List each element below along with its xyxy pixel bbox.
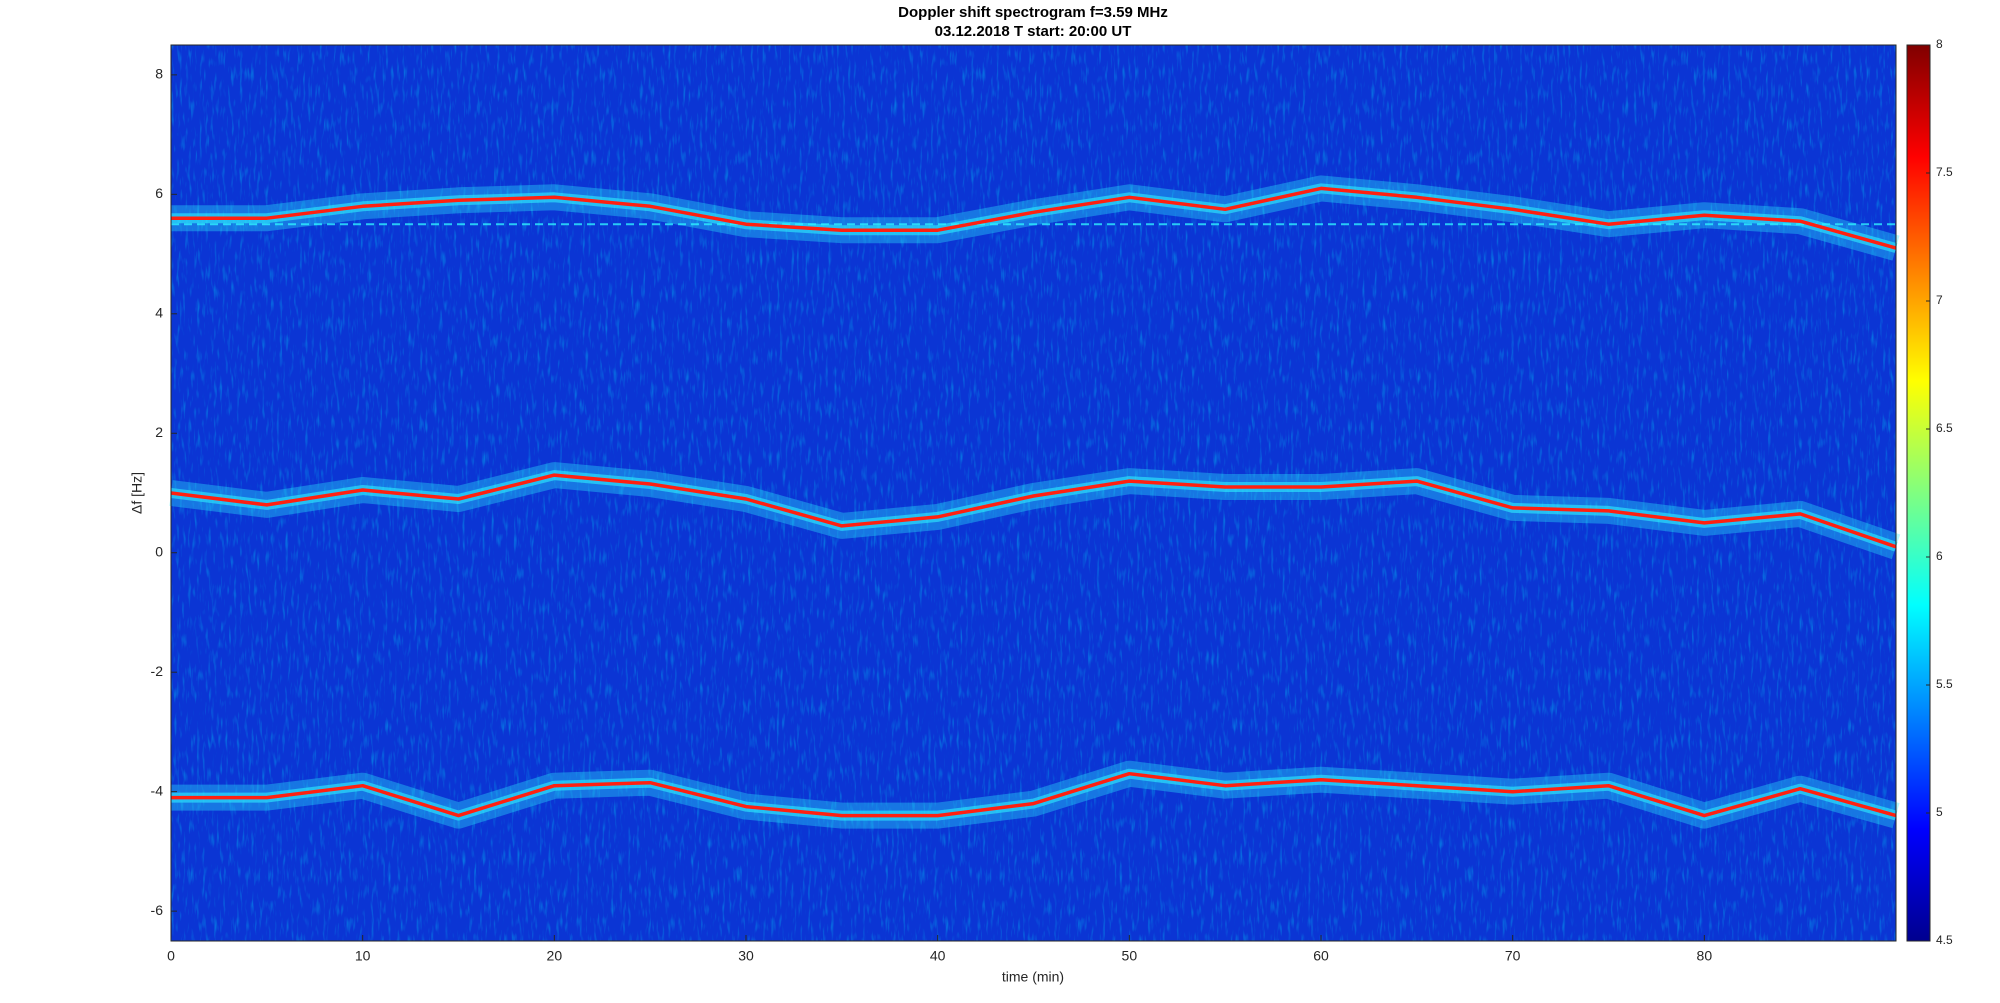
x-tick-label: 40 [930,948,946,964]
x-tick-label: 0 [167,948,175,964]
chart-title: Doppler shift spectrogram f=3.59 MHz [898,4,1168,21]
colorbar-tick-label: 7 [1936,293,1943,307]
y-axis-label: Δf [Hz] [129,472,145,514]
y-tick-label: 2 [155,424,163,440]
colorbar-tick-label: 8 [1936,37,1943,51]
x-tick-label: 50 [1122,948,1138,964]
y-tick-label: -2 [151,663,164,679]
y-tick-label: 6 [155,185,163,201]
colorbar-tick-label: 6 [1936,549,1943,563]
x-axis-label: time (min) [1002,969,1064,985]
trace-line [171,771,1897,818]
chart-subtitle: 03.12.2018 T start: 20:00 UT [935,23,1132,40]
colorbar-tick-label: 4.5 [1936,933,1953,947]
trace-line [170,473,1897,549]
plot-frame [170,44,1897,942]
y-tick-label: 8 [155,66,163,82]
x-tick-label: 30 [738,948,754,964]
x-tick-label: 80 [1697,948,1713,964]
colorbar-tick-label: 6.5 [1936,421,1953,435]
x-tick-label: 70 [1505,948,1521,964]
y-tick-label: -6 [151,902,164,918]
x-tick-label: 60 [1313,948,1329,964]
x-tick-label: 20 [547,948,563,964]
colorbar-tick-label: 5.5 [1936,677,1953,691]
colorbar [1906,44,1931,942]
colorbar-tick-label: 5 [1936,805,1943,819]
x-tick-label: 10 [355,948,371,964]
y-tick-label: -4 [151,782,164,798]
y-tick-label: 4 [155,305,163,321]
colorbar-tick-label: 7.5 [1936,165,1953,179]
y-tick-label: 0 [155,543,163,559]
trace-line [171,186,1897,250]
